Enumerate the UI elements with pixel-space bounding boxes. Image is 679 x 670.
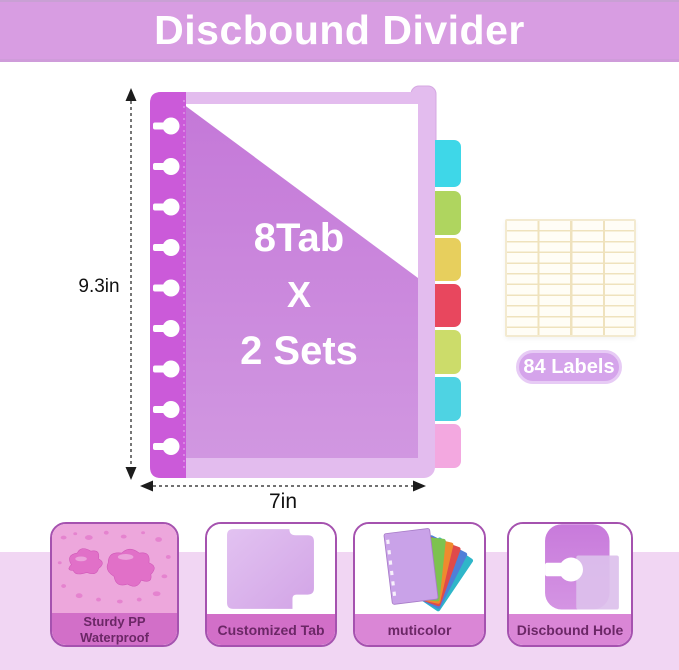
feature-caption: muticolor <box>355 614 484 645</box>
overlay-line-3: 2 Sets <box>240 329 358 373</box>
feature-card-waterproof: Sturdy PP Waterproof <box>50 522 179 647</box>
discbound-hole-icon <box>509 524 631 614</box>
page-title: Discbound Divider <box>154 7 525 53</box>
feature-caption: Sturdy PP Waterproof <box>52 613 177 645</box>
multicolor-dividers-icon <box>355 524 484 614</box>
discbound-divider-image <box>125 85 461 492</box>
feature-caption: Discbound Hole <box>509 614 631 645</box>
product-overlay-text: 8Tab X 2 Sets <box>178 216 420 374</box>
discbound-holes <box>153 117 180 455</box>
width-dimension-label: 7in <box>268 490 298 513</box>
height-dimension-arrow <box>125 88 137 480</box>
overlay-line-1: 8Tab <box>253 216 345 260</box>
feature-card-customized-tab: Customized Tab <box>205 522 337 647</box>
customized-tab-icon <box>207 524 335 614</box>
divider-pocket <box>183 104 418 458</box>
title-banner: Discbound Divider <box>0 0 679 62</box>
height-dimension-label: 9.3in <box>78 276 120 297</box>
overlay-line-2: X <box>286 274 311 315</box>
feature-caption: Customized Tab <box>207 614 335 645</box>
feature-card-multicolor: muticolor <box>353 522 486 647</box>
waterproof-texture-image <box>52 524 177 614</box>
label-sticker-sheet <box>505 219 636 337</box>
width-dimension-arrow <box>140 480 426 492</box>
label-count-badge: 84 Labels <box>516 350 622 384</box>
feature-card-discbound-hole: Discbound Hole <box>507 522 633 647</box>
